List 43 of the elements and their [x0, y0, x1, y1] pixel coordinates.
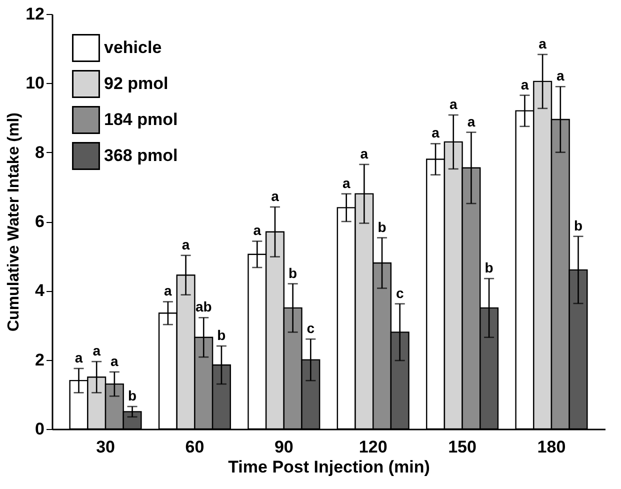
y-tick-label: 12 [26, 4, 44, 24]
x-tick-label: 60 [185, 438, 204, 456]
y-tick-label: 8 [35, 142, 44, 162]
data-label: a [271, 188, 280, 204]
legend-label: vehicle [104, 38, 162, 57]
data-label: b [217, 327, 226, 343]
legend-label: 184 pmol [104, 110, 178, 129]
data-label: c [306, 320, 315, 336]
y-tick-label: 10 [26, 74, 44, 93]
legend-label: 92 pmol [104, 74, 168, 93]
data-label: a [74, 349, 83, 366]
data-label: a [92, 342, 101, 359]
y-tick-label: 0 [35, 420, 44, 438]
data-label: a [449, 96, 458, 112]
data-label: a [538, 35, 547, 52]
y-tick-label: 6 [35, 212, 44, 231]
legend-label: 368 pmol [104, 146, 178, 165]
data-label: b [574, 217, 583, 234]
x-axis-title: Time Post Injection (min) [228, 458, 430, 476]
y-axis-title: Cumulative Water Intake (ml) [6, 112, 23, 332]
data-label: a [164, 282, 172, 299]
data-label: a [432, 124, 440, 141]
data-label: a [556, 68, 565, 84]
data-label: b [378, 218, 386, 235]
x-tick-label: 150 [448, 438, 476, 456]
data-label: a [360, 145, 368, 162]
data-label: a [110, 352, 119, 369]
data-label: b [288, 264, 298, 281]
x-tick-label: 120 [358, 438, 388, 456]
data-label: a [182, 236, 190, 252]
data-label: a [467, 113, 476, 130]
data-label: ab [195, 298, 212, 315]
data-label: a [520, 76, 529, 92]
x-tick-label: 30 [96, 438, 115, 456]
data-label: c [396, 284, 404, 301]
data-label: b [128, 388, 137, 404]
x-tick-label: 180 [537, 438, 566, 456]
data-label: a [342, 174, 350, 191]
y-tick-label: 2 [35, 350, 44, 370]
y-tick-label: 4 [35, 281, 46, 300]
data-label: b [484, 260, 494, 276]
data-label: a [253, 222, 262, 238]
x-tick-label: 90 [274, 438, 294, 456]
